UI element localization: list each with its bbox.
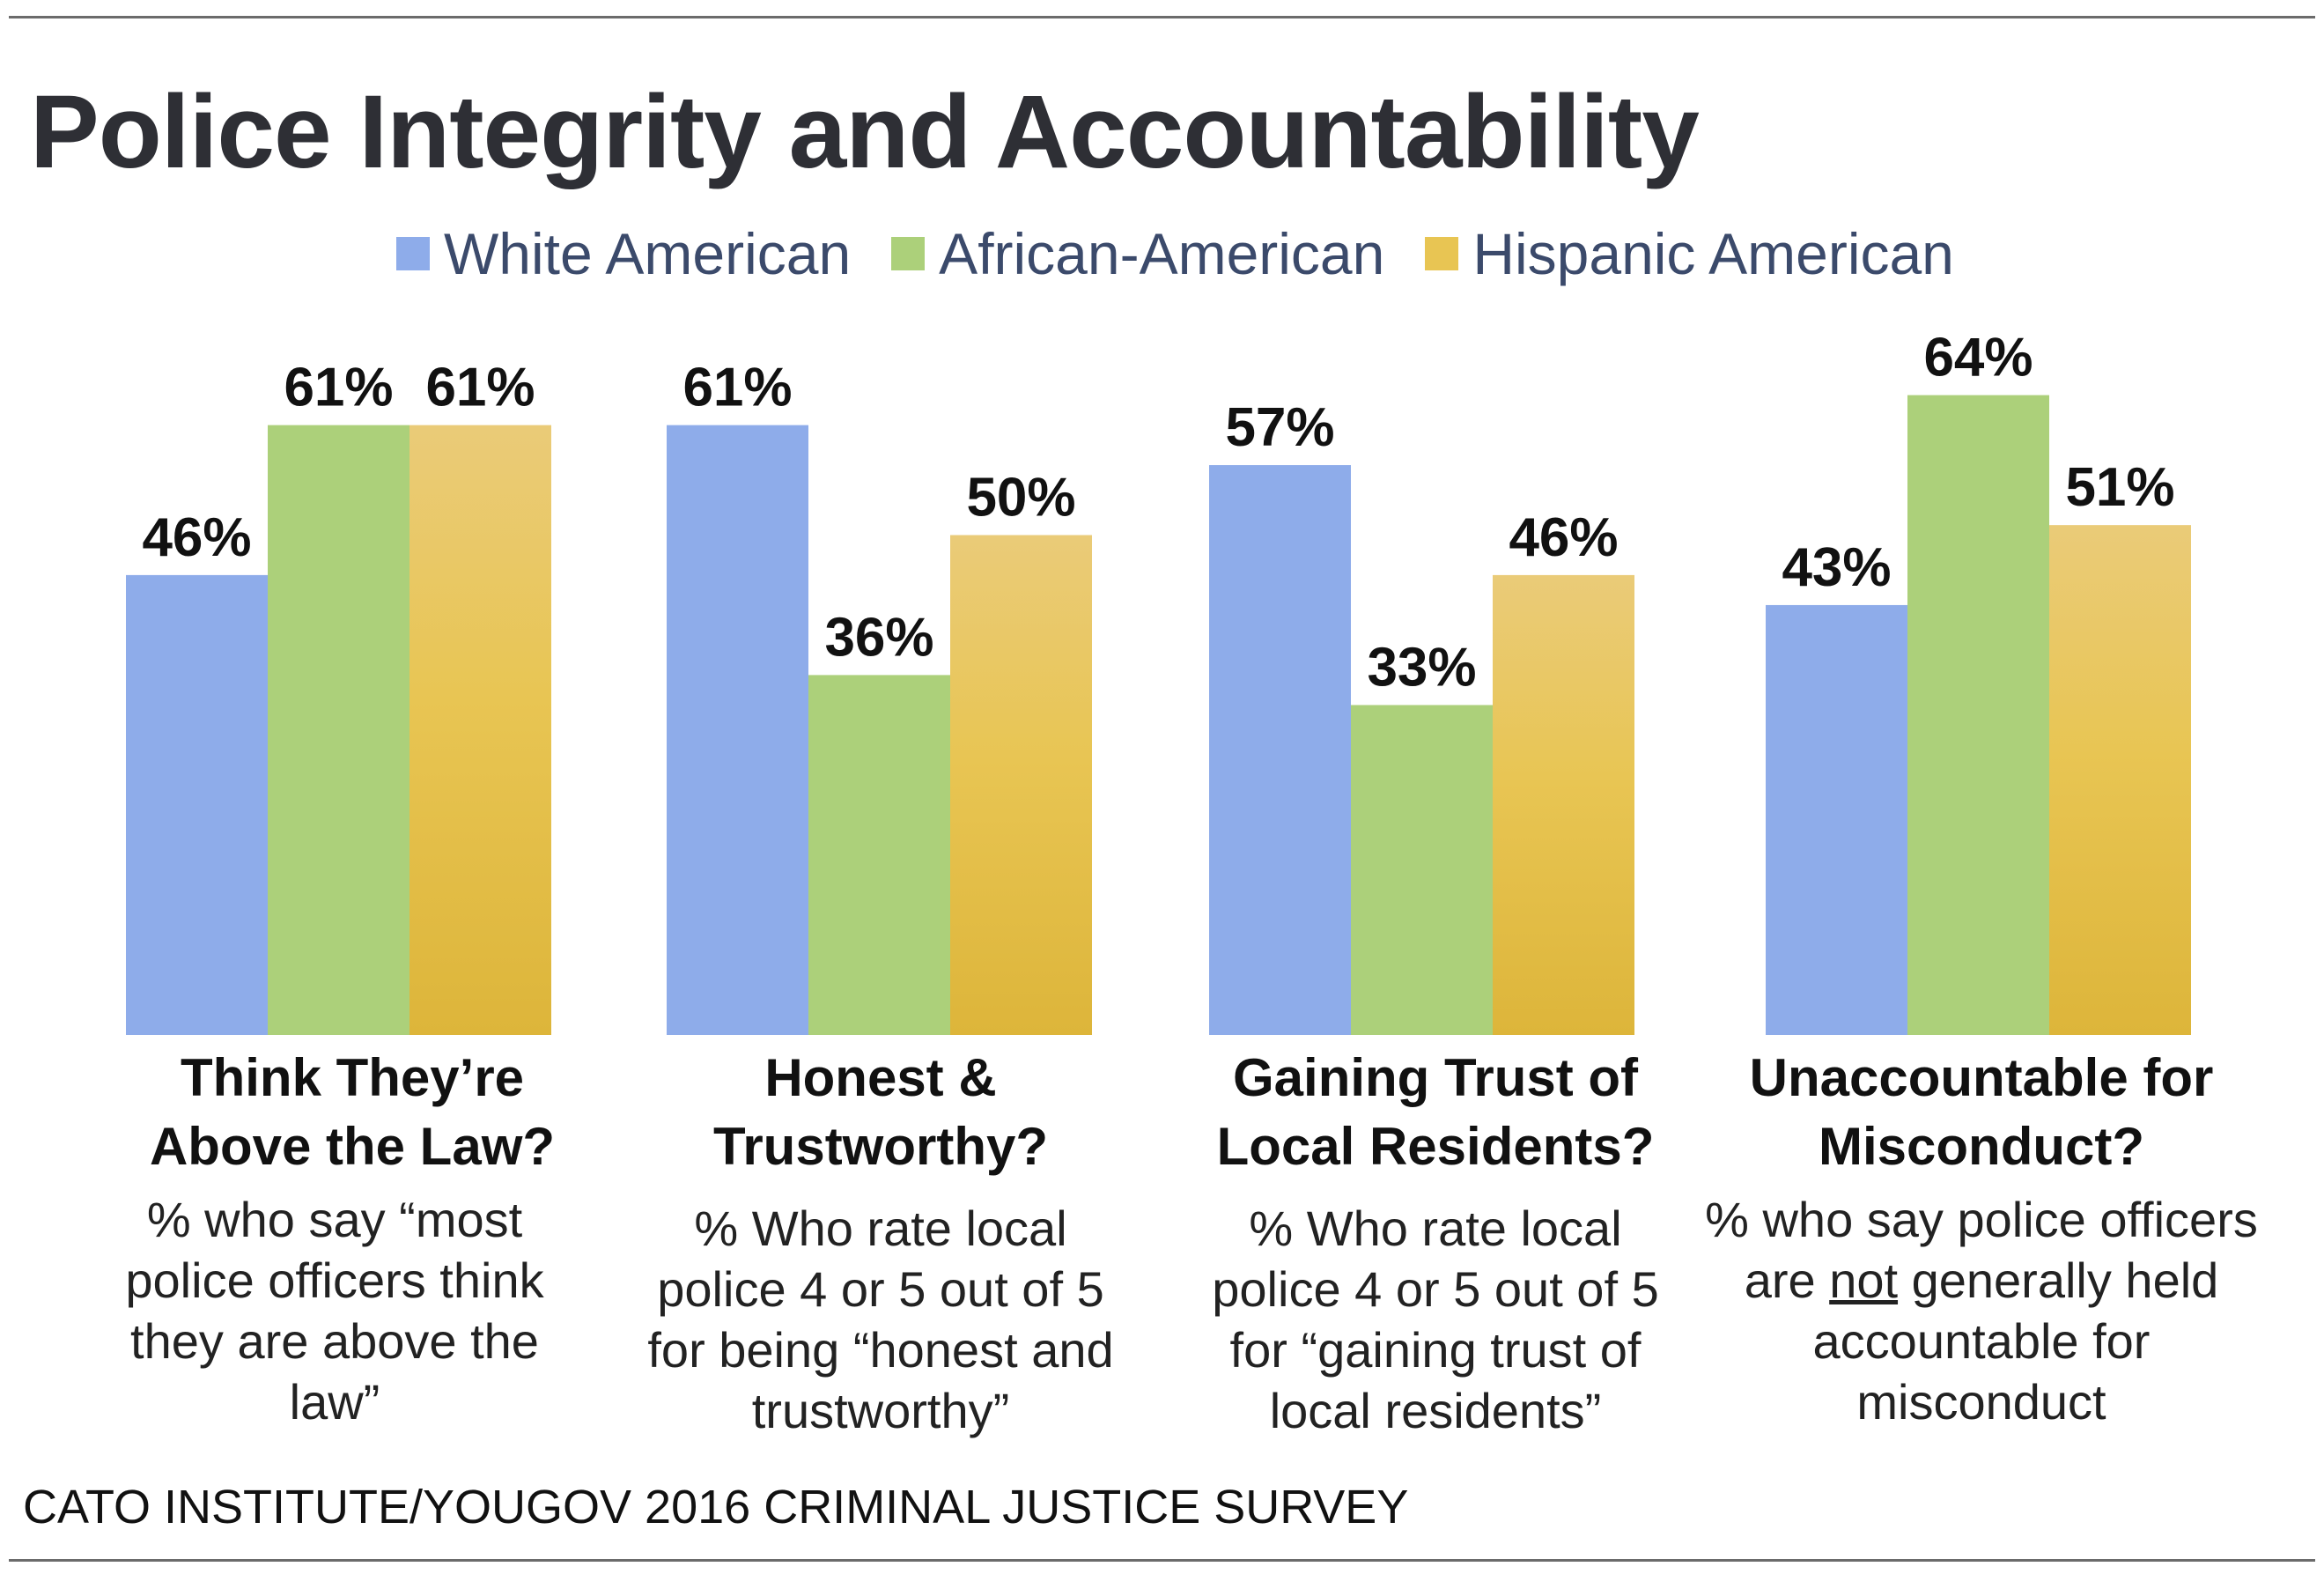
legend-label-white-american: White American	[444, 221, 852, 286]
legend-item-white-american: White American	[396, 220, 851, 287]
group-title-line: Unaccountable for	[1749, 1048, 2214, 1107]
group-title-above-the-law: Think They’re Above the Law?	[79, 1044, 625, 1181]
bar-label-hispanic-american-group-3: 46%	[1509, 507, 1618, 568]
bar-label-hispanic-american-group-4: 51%	[2065, 457, 2174, 518]
group-note-line: % Who rate local	[694, 1201, 1067, 1256]
legend-swatch-african-american	[891, 237, 926, 270]
group-note-honest-trustworthy: % Who rate local police 4 or 5 out of 5 …	[616, 1198, 1145, 1441]
group-title-line: Gaining Trust of	[1233, 1048, 1638, 1107]
bar-white-american-group-1	[126, 574, 268, 1035]
legend-label-hispanic-american: Hispanic American	[1472, 221, 1954, 286]
chart-title: Police Integrity and Accountability	[30, 74, 1700, 190]
bar-label-hispanic-american-group-1: 61%	[425, 358, 535, 418]
bar-african-american-group-2	[808, 675, 950, 1035]
group-note-line: for being “honest and	[647, 1322, 1114, 1378]
bar-hispanic-american-group-4	[2049, 525, 2191, 1035]
group-note-line: misconduct	[1856, 1374, 2106, 1430]
legend-swatch-white-american	[396, 237, 430, 270]
bar-white-american-group-2	[667, 425, 808, 1035]
bars	[126, 395, 2191, 1036]
legend-item-african-american: African-American	[891, 220, 1384, 287]
bar-african-american-group-1	[268, 425, 409, 1035]
group-note-line: are not generally held	[1686, 1250, 2276, 1311]
group-note-line: law”	[289, 1374, 380, 1430]
bar-label-white-american-group-2: 61%	[682, 358, 792, 418]
group-title-line: Honest &	[764, 1048, 997, 1107]
bar-labels: 46% 61% 61% 61% 36% 50% 57% 33% 46% 43% 64% 51%	[142, 328, 2174, 698]
group-note-line: % who say police officers	[1705, 1192, 2258, 1247]
group-title-unaccountable: Unaccountable for Misconduct?	[1700, 1044, 2263, 1181]
group-note-line: % who say “most	[146, 1192, 523, 1247]
legend-swatch-hispanic-american	[1425, 237, 1459, 270]
group-note-line: for “gaining trust of	[1229, 1322, 1642, 1378]
group-note-fragment: are	[1744, 1253, 1830, 1308]
group-note-unaccountable: % who say police officers are not genera…	[1686, 1189, 2276, 1432]
bar-label-hispanic-american-group-2: 50%	[966, 468, 1075, 528]
group-note-fragment: generally held	[1898, 1253, 2219, 1308]
bottom-rule	[9, 1559, 2315, 1562]
bar-label-white-american-group-4: 43%	[1782, 537, 1891, 598]
group-note-line: they are above the	[130, 1313, 539, 1369]
group-title-line: Misconduct?	[1819, 1117, 2144, 1176]
group-title-line: Above the Law?	[149, 1117, 556, 1176]
group-note-line: police officers think	[125, 1253, 544, 1308]
bar-white-american-group-3	[1209, 465, 1351, 1035]
group-title-line: Local Residents?	[1216, 1117, 1655, 1176]
group-title-line: Trustworthy?	[712, 1117, 1048, 1176]
group-note-line: accountable for	[1812, 1313, 2151, 1369]
group-note-gaining-trust: % Who rate local police 4 or 5 out of 5 …	[1171, 1198, 1700, 1441]
group-note-line: local residents”	[1269, 1383, 1602, 1438]
group-title-honest-trustworthy: Honest & Trustworthy?	[616, 1044, 1145, 1181]
group-note-line: % Who rate local	[1249, 1201, 1622, 1256]
legend-item-hispanic-american: Hispanic American	[1425, 220, 1954, 287]
bar-hispanic-american-group-2	[950, 535, 1092, 1035]
bar-label-white-american-group-3: 57%	[1225, 397, 1334, 458]
group-note-line: trustworthy”	[751, 1383, 1010, 1438]
legend: White American African-American Hispanic…	[396, 218, 1995, 289]
group-note-line: police 4 or 5 out of 5	[657, 1261, 1104, 1317]
group-note-above-the-law: % who say “most police officers think th…	[79, 1189, 590, 1432]
group-title-gaining-trust: Gaining Trust of Local Residents?	[1171, 1044, 1700, 1181]
bar-hispanic-american-group-3	[1493, 574, 1634, 1035]
bar-label-african-american-group-2: 36%	[824, 607, 933, 668]
bar-label-african-american-group-1: 61%	[284, 358, 393, 418]
bar-label-african-american-group-3: 33%	[1367, 637, 1476, 698]
group-note-underlined-word: not	[1829, 1253, 1899, 1308]
bar-african-american-group-4	[1907, 395, 2049, 1036]
source-note: CATO INSTITUTE/YOUGOV 2016 CRIMINAL JUST…	[23, 1481, 1409, 1533]
bar-white-american-group-4	[1766, 604, 1907, 1035]
group-note-line: police 4 or 5 out of 5	[1212, 1261, 1659, 1317]
group-title-line: Think They’re	[180, 1048, 525, 1107]
top-rule	[9, 16, 2315, 18]
bar-label-white-american-group-1: 46%	[142, 507, 251, 568]
legend-label-african-american: African-American	[939, 221, 1385, 286]
bar-african-american-group-3	[1351, 705, 1493, 1035]
bar-label-african-american-group-4: 64%	[1923, 328, 2033, 388]
bar-hispanic-american-group-1	[409, 425, 551, 1035]
